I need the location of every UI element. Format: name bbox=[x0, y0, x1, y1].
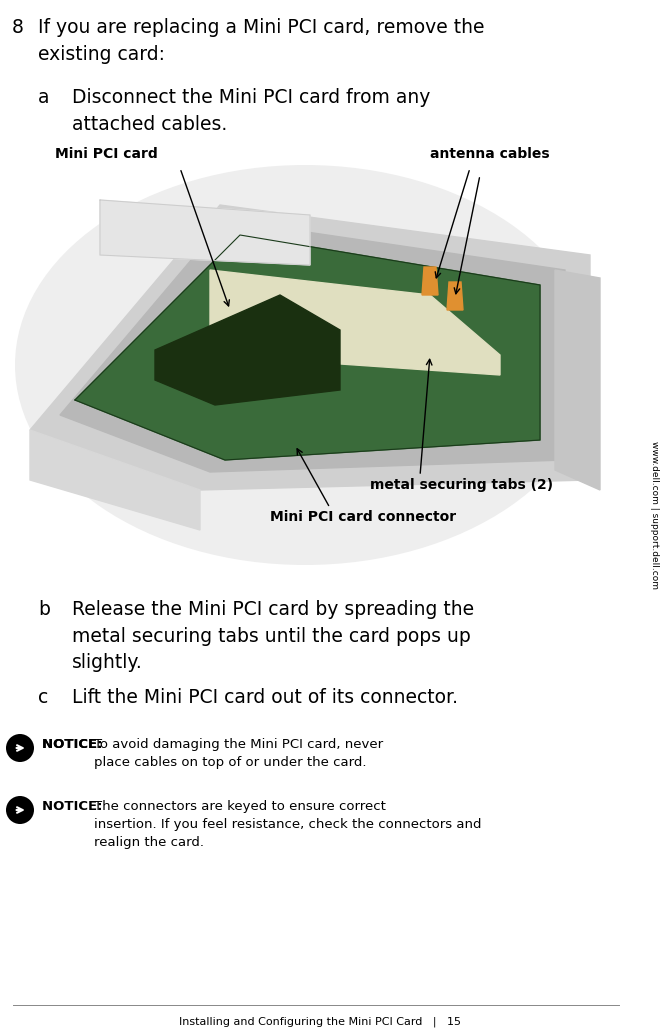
Polygon shape bbox=[422, 267, 438, 295]
Text: c: c bbox=[38, 688, 48, 707]
Text: To avoid damaging the Mini PCI card, never
place cables on top of or under the c: To avoid damaging the Mini PCI card, nev… bbox=[94, 738, 383, 769]
Text: Mini PCI card: Mini PCI card bbox=[55, 147, 158, 161]
Polygon shape bbox=[100, 200, 310, 265]
Text: a: a bbox=[38, 88, 49, 107]
Polygon shape bbox=[155, 295, 340, 405]
Circle shape bbox=[6, 796, 34, 824]
Text: www.dell.com | support.dell.com: www.dell.com | support.dell.com bbox=[651, 441, 659, 589]
Polygon shape bbox=[210, 270, 500, 375]
Polygon shape bbox=[555, 270, 600, 490]
Polygon shape bbox=[75, 235, 540, 460]
Polygon shape bbox=[447, 282, 463, 310]
Text: NOTICE:: NOTICE: bbox=[42, 800, 107, 813]
Polygon shape bbox=[30, 205, 590, 490]
Text: antenna cables: antenna cables bbox=[430, 147, 549, 161]
Text: Installing and Configuring the Mini PCI Card   |   15: Installing and Configuring the Mini PCI … bbox=[179, 1017, 461, 1027]
Text: Mini PCI card connector: Mini PCI card connector bbox=[270, 510, 456, 524]
Text: If you are replacing a Mini PCI card, remove the
existing card:: If you are replacing a Mini PCI card, re… bbox=[38, 18, 484, 64]
Text: Disconnect the Mini PCI card from any
attached cables.: Disconnect the Mini PCI card from any at… bbox=[72, 88, 430, 133]
Text: The connectors are keyed to ensure correct
insertion. If you feel resistance, ch: The connectors are keyed to ensure corre… bbox=[94, 800, 482, 849]
Text: b: b bbox=[38, 600, 50, 619]
Polygon shape bbox=[60, 220, 565, 472]
Text: Lift the Mini PCI card out of its connector.: Lift the Mini PCI card out of its connec… bbox=[72, 688, 458, 707]
Text: 8: 8 bbox=[12, 18, 24, 37]
Polygon shape bbox=[30, 430, 200, 530]
Circle shape bbox=[6, 734, 34, 762]
Ellipse shape bbox=[15, 165, 595, 565]
Text: NOTICE:: NOTICE: bbox=[42, 738, 107, 751]
Text: Release the Mini PCI card by spreading the
metal securing tabs until the card po: Release the Mini PCI card by spreading t… bbox=[72, 600, 474, 672]
Text: metal securing tabs (2): metal securing tabs (2) bbox=[370, 478, 553, 492]
Text: NOTICE:: NOTICE: bbox=[42, 738, 107, 751]
